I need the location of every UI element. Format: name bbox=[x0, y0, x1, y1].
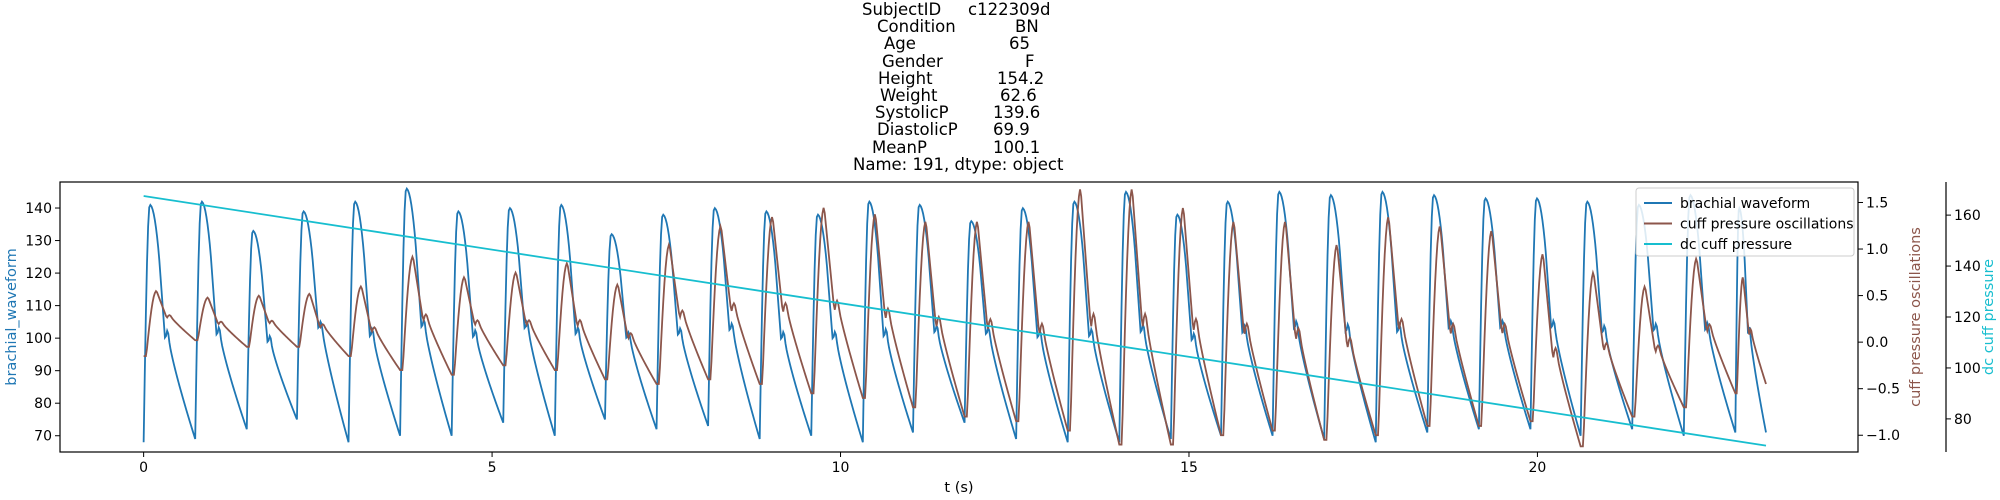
title-key-height: Height bbox=[878, 68, 933, 88]
right1-y-tick-label: −0.5 bbox=[1866, 382, 1900, 398]
title-key-meanp: MeanP bbox=[872, 137, 927, 157]
left-y-tick-label: 140 bbox=[25, 201, 52, 217]
title-key-age: Age bbox=[884, 34, 916, 54]
title-value-weight: 62.6 bbox=[1000, 86, 1037, 105]
title-value-systolicp: 139.6 bbox=[993, 103, 1041, 123]
left-y-tick-label: 100 bbox=[25, 331, 52, 347]
title-key-condition: Condition bbox=[877, 17, 956, 37]
title-value-age: 65 bbox=[1009, 34, 1030, 54]
series-cuff-pressure-oscillations bbox=[143, 189, 1767, 448]
title-value-diastolicp: 69.9 bbox=[993, 120, 1030, 140]
left-y-axis-label: brachial_waveform bbox=[4, 248, 20, 385]
legend-entry: cuff pressure oscillations bbox=[1680, 217, 1854, 233]
title-key-weight: Weight bbox=[880, 86, 938, 105]
right2-y-tick-label: 100 bbox=[1954, 361, 1981, 377]
legend-entry: dc cuff pressure bbox=[1680, 237, 1792, 253]
title-value-gender: F bbox=[1025, 51, 1035, 71]
x-tick-label: 15 bbox=[1180, 460, 1198, 476]
left-y-tick-label: 70 bbox=[34, 429, 52, 445]
title-value-condition: BN bbox=[1015, 17, 1039, 37]
left-y-tick-label: 110 bbox=[25, 299, 52, 315]
x-tick-label: 20 bbox=[1529, 460, 1547, 476]
title-key-subjectid: SubjectID bbox=[862, 0, 942, 19]
left-y-tick-label: 130 bbox=[25, 234, 52, 250]
title-value-meanp: 100.1 bbox=[993, 137, 1041, 157]
left-y-tick-label: 80 bbox=[34, 396, 52, 412]
right1-y-axis-label: cuff pressure oscillations bbox=[1908, 227, 1924, 407]
x-tick-label: 0 bbox=[139, 460, 148, 476]
legend-entry: brachial waveform bbox=[1680, 196, 1810, 212]
title-footer: Name: 191, dtype: object bbox=[853, 154, 1064, 174]
right2-y-tick-label: 160 bbox=[1954, 208, 1981, 224]
title-value-subjectid: c122309d bbox=[968, 0, 1051, 19]
x-tick-label: 10 bbox=[832, 460, 850, 476]
right2-y-tick-label: 120 bbox=[1954, 310, 1981, 326]
legend-box bbox=[1635, 187, 1855, 257]
title-key-gender: Gender bbox=[882, 51, 943, 71]
plot-frame bbox=[59, 181, 1859, 453]
right1-y-tick-label: 0.0 bbox=[1866, 335, 1888, 351]
series-brachial-waveform bbox=[142, 186, 1767, 443]
right1-y-tick-label: 1.0 bbox=[1866, 242, 1888, 258]
x-tick-label: 5 bbox=[488, 460, 497, 476]
chart-title-block: SubjectID c122309d Condition BN Age 65 Gender F… bbox=[0, 0, 2000, 180]
title-value-height: 154.2 bbox=[997, 68, 1045, 88]
right2-y-tick-label: 80 bbox=[1954, 412, 1972, 428]
right1-y-tick-label: 0.5 bbox=[1866, 289, 1888, 305]
x-axis-label: t (s) bbox=[944, 480, 973, 496]
series-dc-cuff-pressure bbox=[143, 195, 1767, 447]
right1-y-tick-label: −1.0 bbox=[1866, 428, 1900, 444]
left-y-tick-label: 90 bbox=[34, 364, 52, 380]
right1-y-tick-label: 1.5 bbox=[1866, 195, 1888, 211]
title-key-diastolicp: DiastolicP bbox=[877, 120, 958, 140]
right2-y-axis-label: dc cuff pressure bbox=[1981, 259, 1997, 375]
title-key-systolicp: SystolicP bbox=[875, 103, 949, 123]
right2-y-tick-label: 140 bbox=[1954, 259, 1981, 275]
left-y-tick-label: 120 bbox=[25, 266, 52, 282]
